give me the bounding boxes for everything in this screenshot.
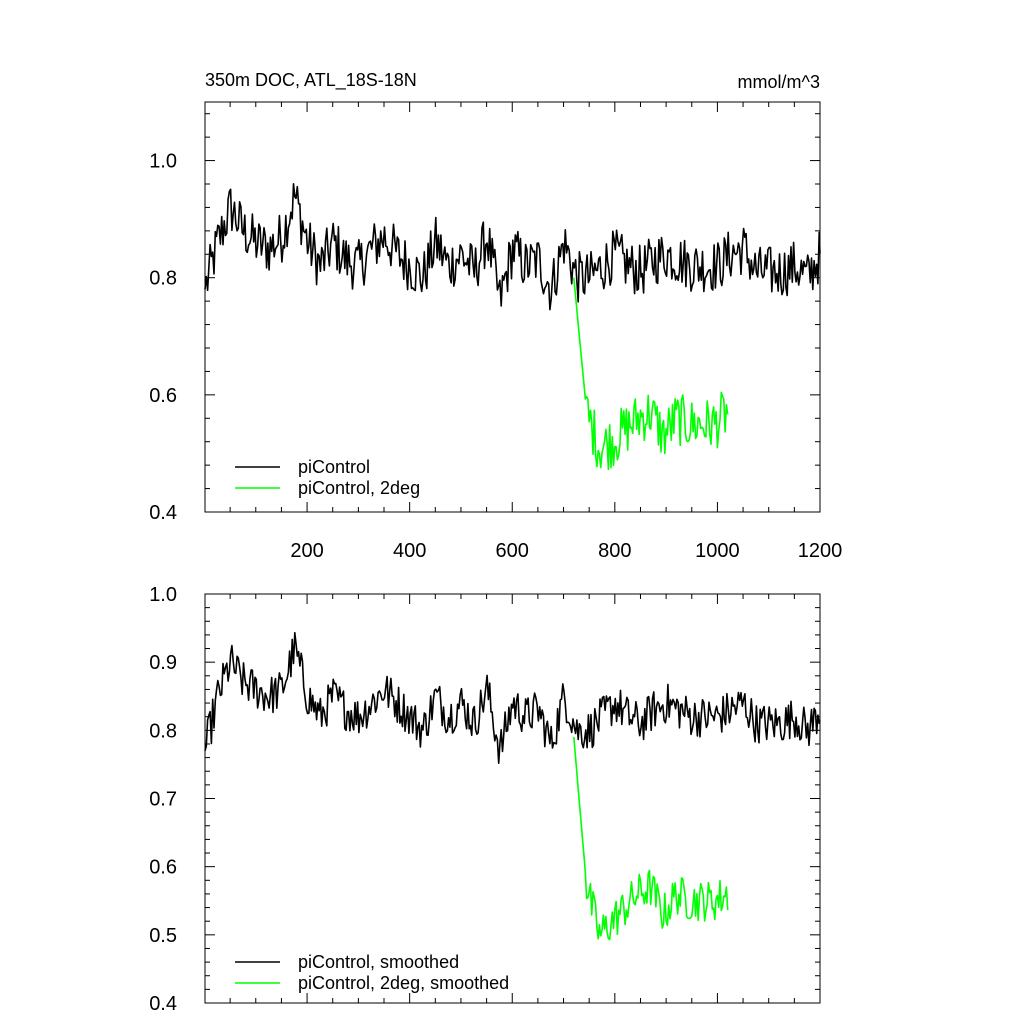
x-tick-label: 800 [598,540,631,562]
series-line-0 [204,631,821,764]
series-line-0 [204,183,821,311]
x-tick-label: 200 [290,540,323,562]
y-tick-label: 0.9 [149,652,177,674]
units-label: mmol/m^3 [738,72,820,92]
legend-label-1: piControl, 2deg, smoothed [298,973,509,993]
series-line-1 [573,737,729,941]
y-tick-label: 1.0 [149,584,177,606]
y-tick-label: 0.6 [149,385,177,407]
x-tick-label: 400 [393,540,426,562]
top-panel: 350m DOC, ATL_18S-18N mmol/m^3 200 400 600 80… [149,70,842,562]
y-tick-label: 0.4 [149,993,177,1015]
plot-frame [204,101,821,513]
y-tick-label: 0.8 [149,720,177,742]
y-tick-label: 0.4 [149,502,177,524]
y-tick-label: 0.7 [149,789,177,811]
y-tick-label: 1.0 [149,151,177,173]
chart-title: 350m DOC, ATL_18S-18N [205,70,417,91]
legend-label-1: piControl, 2deg [298,478,420,498]
y-tick-label: 0.5 [149,925,177,947]
y-tick-label: 0.8 [149,268,177,290]
x-tick-label: 1000 [695,540,740,562]
legend-label-0: piControl [298,457,370,477]
legend-label-0: piControl, smoothed [298,952,459,972]
series-line-1 [573,277,729,471]
x-tick-label: 1200 [798,540,843,562]
y-tick-label: 0.6 [149,857,177,879]
x-tick-label: 600 [496,540,529,562]
bottom-panel: 0.4 0.5 0.6 0.7 0.8 0.9 1.0 piControl, smoothed… [149,584,821,1015]
